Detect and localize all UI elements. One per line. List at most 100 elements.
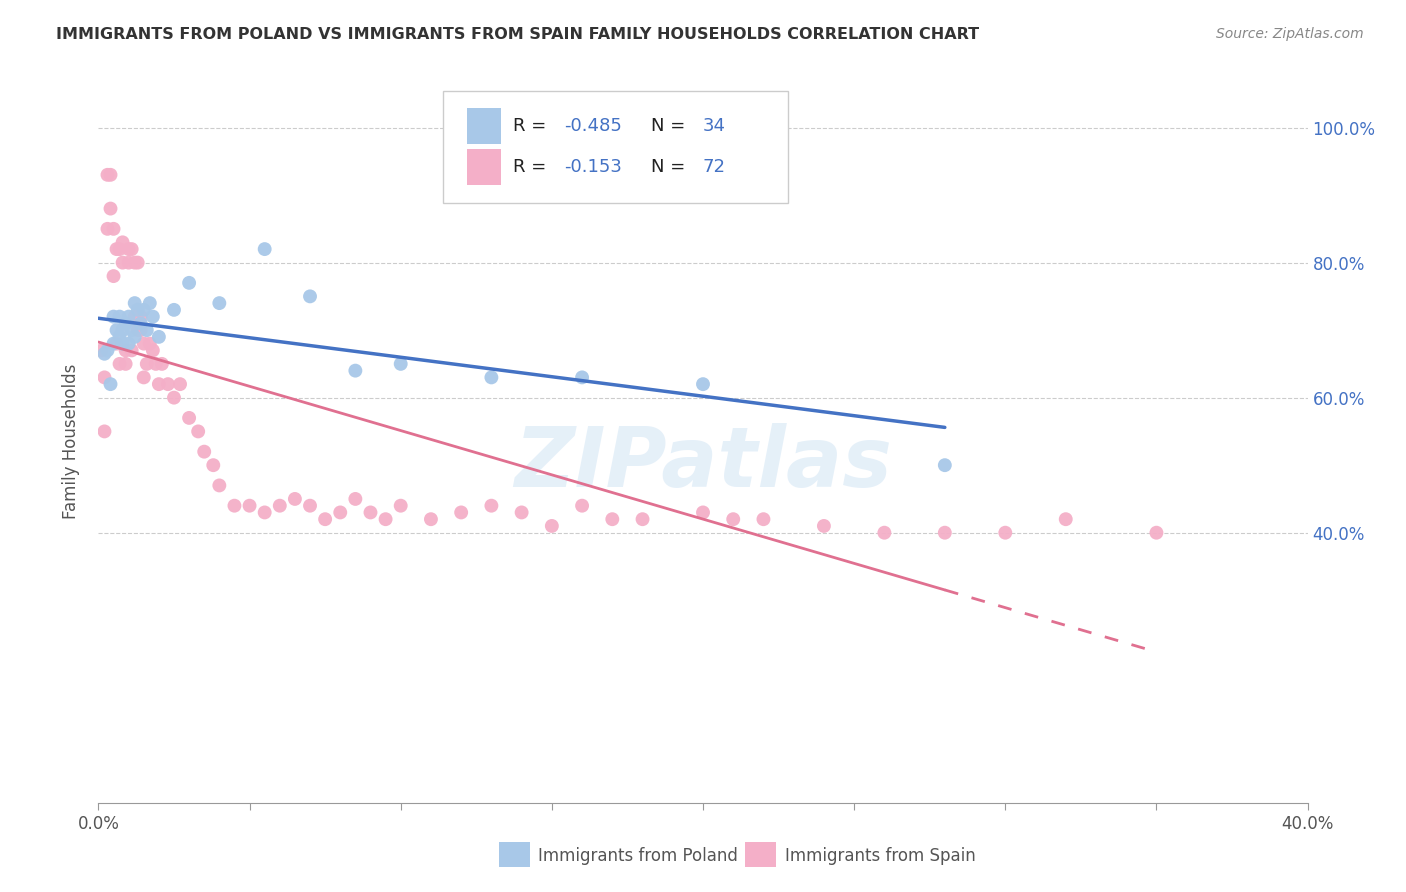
Text: 34: 34 [703, 117, 725, 135]
Text: 72: 72 [703, 158, 725, 176]
Point [108, 242, 131, 256]
Point [121, 343, 143, 358]
Point [103, 310, 125, 324]
FancyBboxPatch shape [443, 91, 787, 203]
Point [90, 343, 112, 358]
Point [127, 255, 149, 269]
Point [105, 336, 128, 351]
Point [118, 310, 141, 324]
Point [374, 512, 396, 526]
Point [420, 512, 443, 526]
Point [631, 512, 654, 526]
Point [360, 505, 382, 519]
Text: N =: N = [651, 117, 690, 135]
Point [96, 168, 118, 182]
Point [344, 364, 367, 378]
Point [314, 512, 336, 526]
Point [253, 242, 276, 256]
Point [813, 519, 835, 533]
Point [344, 491, 367, 506]
Point [873, 525, 896, 540]
Point [269, 499, 291, 513]
Point [135, 323, 157, 337]
FancyBboxPatch shape [467, 108, 501, 144]
Point [93, 370, 115, 384]
Point [93, 425, 115, 439]
Point [994, 525, 1017, 540]
Point [1144, 525, 1167, 540]
Point [329, 505, 352, 519]
Point [124, 310, 146, 324]
Point [124, 255, 146, 269]
Point [571, 370, 593, 384]
Point [127, 302, 149, 317]
Point [118, 255, 141, 269]
Point [450, 505, 472, 519]
Point [118, 242, 141, 256]
Point [389, 499, 412, 513]
Point [163, 391, 186, 405]
Text: ZIPatlas: ZIPatlas [515, 423, 891, 504]
Text: N =: N = [651, 158, 690, 176]
Point [132, 336, 155, 351]
Point [510, 505, 533, 519]
Point [156, 377, 179, 392]
Point [723, 512, 745, 526]
Point [129, 317, 152, 331]
Point [118, 336, 141, 351]
Text: R =: R = [513, 158, 553, 176]
Point [540, 519, 562, 533]
Point [142, 310, 165, 324]
Point [105, 323, 128, 337]
Point [193, 444, 215, 458]
Point [179, 276, 201, 290]
Point [121, 323, 143, 337]
Point [93, 347, 115, 361]
Point [1054, 512, 1077, 526]
Text: IMMIGRANTS FROM POLAND VS IMMIGRANTS FROM SPAIN FAMILY HOUSEHOLDS CORRELATION CH: IMMIGRANTS FROM POLAND VS IMMIGRANTS FRO… [56, 27, 980, 42]
Point [114, 343, 136, 358]
Point [121, 242, 143, 256]
Point [208, 296, 231, 310]
Point [934, 458, 956, 472]
Point [114, 357, 136, 371]
Point [142, 343, 165, 358]
Point [114, 317, 136, 331]
Point [299, 289, 322, 303]
Point [100, 377, 122, 392]
Point [150, 357, 173, 371]
Point [299, 499, 322, 513]
Point [224, 499, 246, 513]
Point [135, 357, 157, 371]
Point [148, 330, 170, 344]
Point [108, 357, 131, 371]
Point [132, 302, 155, 317]
Point [239, 499, 262, 513]
Point [139, 296, 162, 310]
Point [163, 302, 186, 317]
Point [132, 370, 155, 384]
Point [111, 235, 134, 250]
FancyBboxPatch shape [467, 149, 501, 185]
Point [481, 370, 503, 384]
Point [202, 458, 225, 472]
Point [111, 255, 134, 269]
Point [169, 377, 191, 392]
Point [124, 330, 146, 344]
Point [571, 499, 593, 513]
Point [934, 525, 956, 540]
Point [284, 491, 307, 506]
Point [481, 499, 503, 513]
Point [389, 357, 412, 371]
Point [124, 296, 146, 310]
Y-axis label: Family Households: Family Households [62, 364, 80, 519]
Point [129, 323, 152, 337]
Point [111, 336, 134, 351]
Point [208, 478, 231, 492]
Point [111, 323, 134, 337]
Text: Source: ZipAtlas.com: Source: ZipAtlas.com [1216, 27, 1364, 41]
Point [602, 512, 624, 526]
Text: Immigrants from Spain: Immigrants from Spain [785, 847, 976, 865]
Point [96, 343, 118, 358]
Point [96, 222, 118, 236]
